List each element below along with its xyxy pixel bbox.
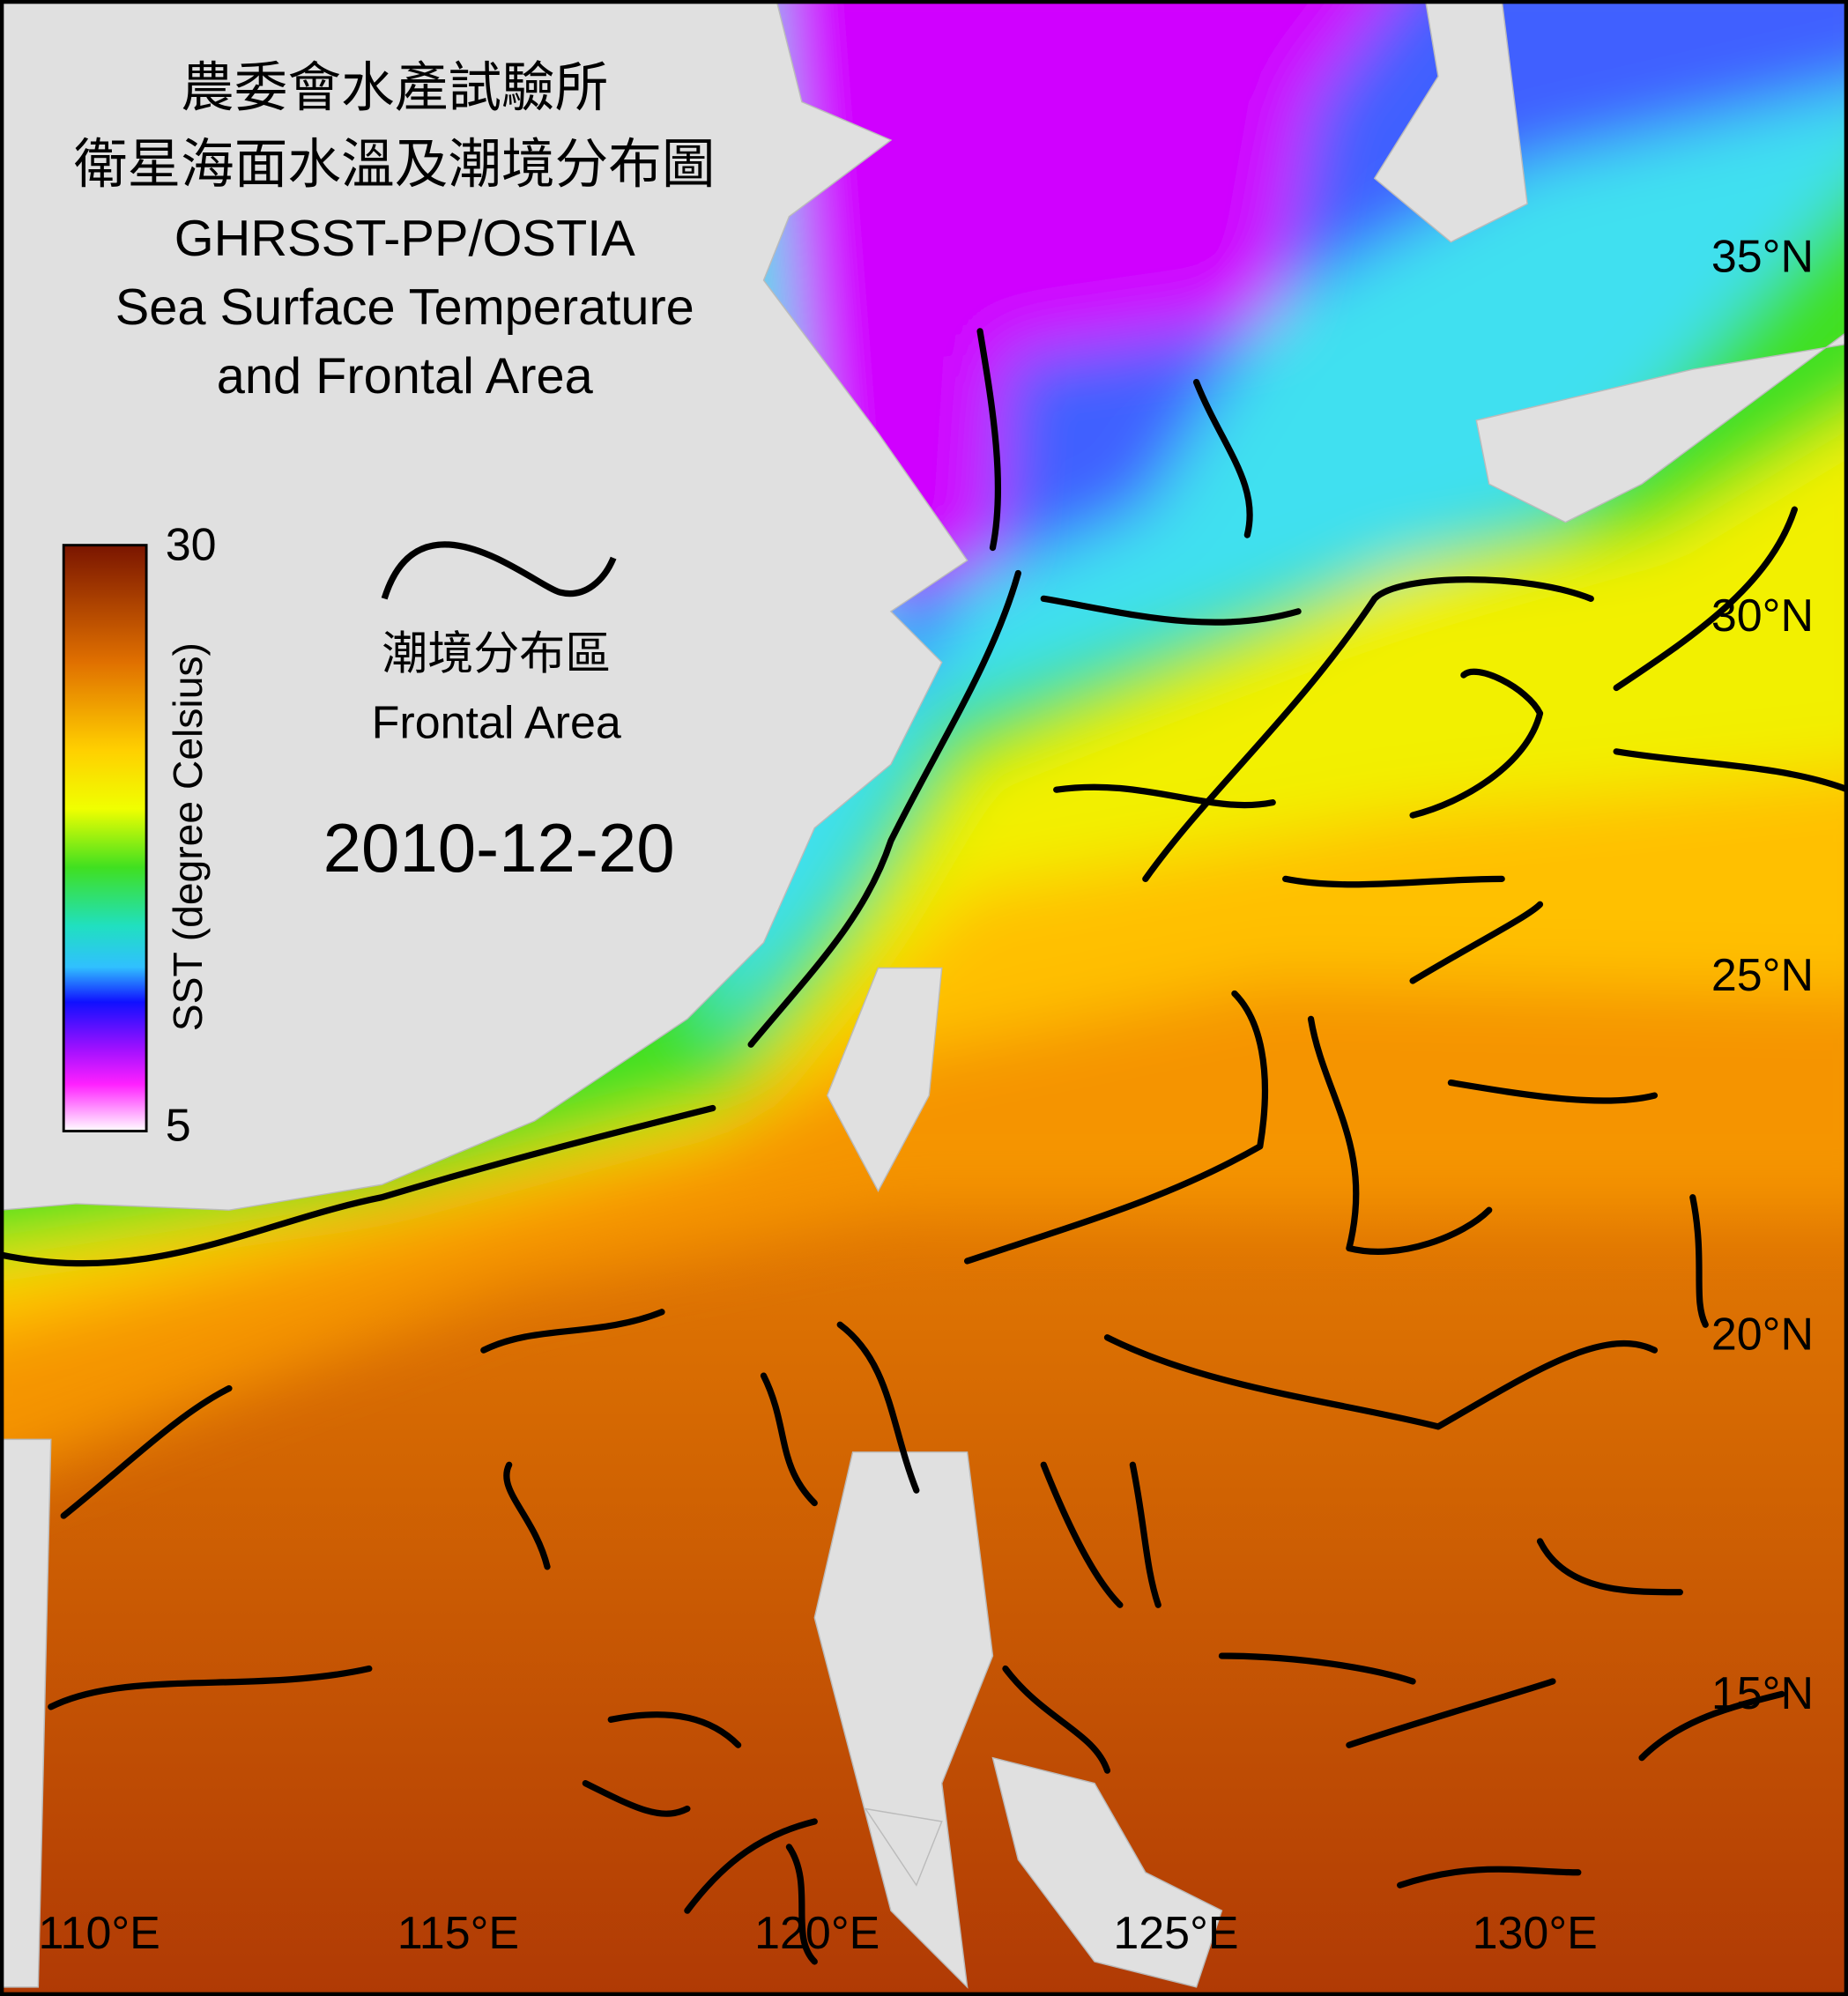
lon-label: 130°E (1473, 1908, 1598, 1959)
lon-labels: 110°E 115°E 120°E 125°E 130°E (38, 1908, 1597, 1959)
colorbar-label: SST (degree Celsius) (165, 642, 211, 1031)
date: 2010-12-20 (323, 809, 675, 887)
lat-label: 25°N (1711, 950, 1814, 1001)
colorbar: 30 5 SST (degree Celsius) (62, 519, 217, 1151)
front-legend-en: Frontal Area (372, 698, 621, 749)
colorbar-ramp (62, 544, 148, 1132)
title-block: 農委會水產試驗所 衛星海面水溫及潮境分布圖 GHRSST-PP/OSTIA Se… (74, 57, 716, 404)
title-line: 農委會水產試驗所 (181, 57, 608, 117)
title-line: 衛星海面水溫及潮境分布圖 (74, 134, 716, 194)
lon-label: 115°E (397, 1908, 519, 1959)
lat-label: 35°N (1711, 232, 1814, 283)
lat-label: 20°N (1711, 1309, 1814, 1360)
lon-label: 110°E (38, 1908, 160, 1959)
lon-label: 120°E (754, 1908, 879, 1959)
lat-label: 15°N (1711, 1668, 1814, 1719)
frontal-lines (0, 328, 1848, 1965)
lat-labels: 35°N 30°N 25°N 20°N 15°N (1711, 232, 1814, 1719)
title-line: Sea Surface Temperature (115, 279, 694, 336)
front-legend: 潮境分布區 Frontal Area (372, 541, 621, 749)
lon-label: 125°E (1113, 1908, 1238, 1959)
title-line: GHRSST-PP/OSTIA (174, 211, 636, 267)
front-legend-line (381, 541, 617, 600)
lat-label: 30°N (1711, 590, 1814, 642)
colorbar-max: 30 (166, 519, 217, 570)
colorbar-min: 5 (166, 1100, 191, 1151)
front-legend-zh: 潮境分布區 (382, 629, 611, 680)
title-line: and Frontal Area (217, 348, 594, 404)
